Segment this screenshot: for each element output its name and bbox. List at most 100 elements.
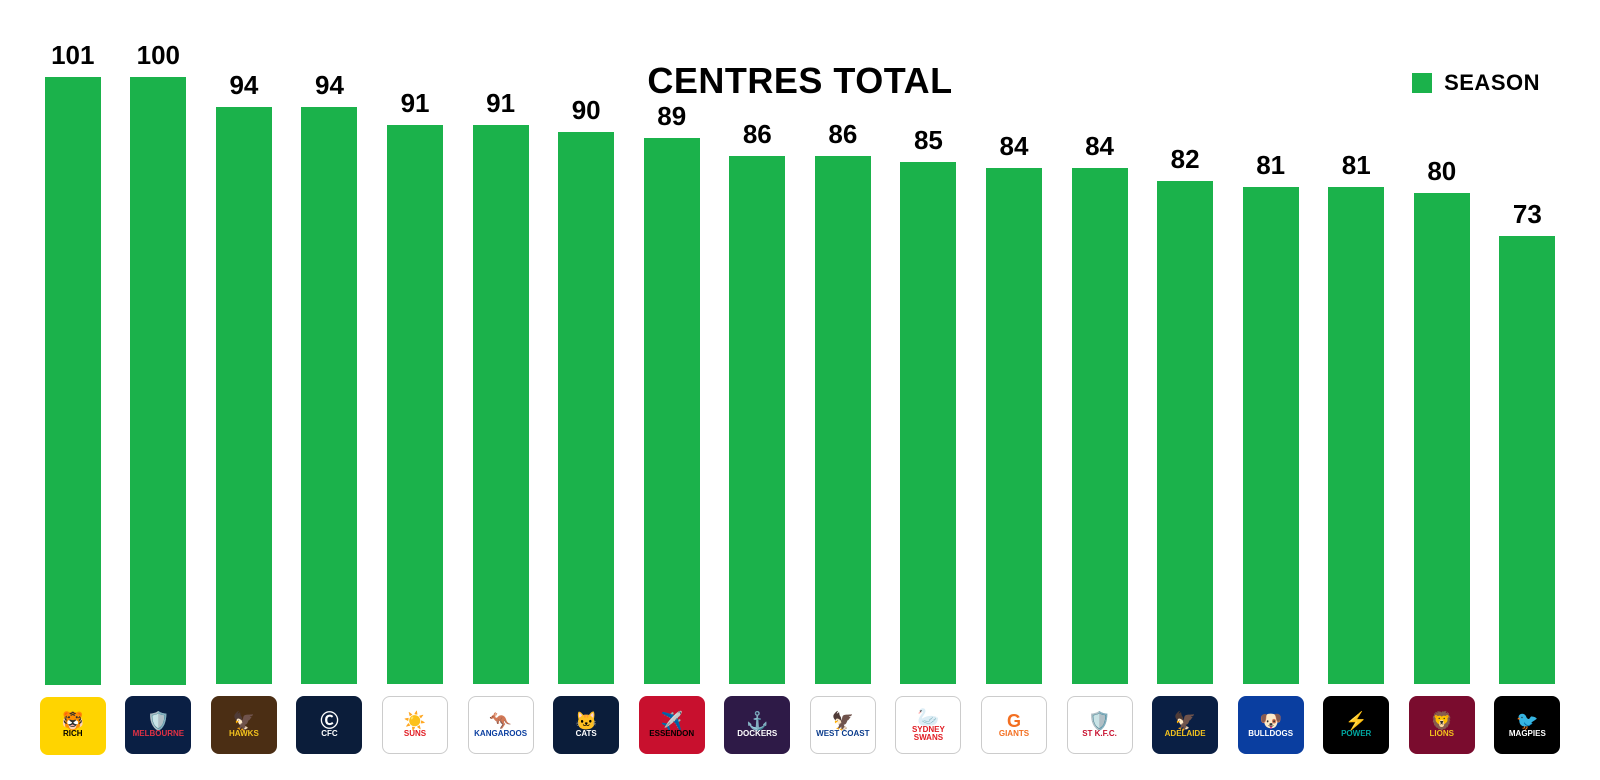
team-logo-glyph: ⚡	[1345, 712, 1367, 730]
category-logo-slot: ⒸCFC	[287, 690, 373, 760]
bar-value-label: 84	[1085, 131, 1114, 162]
category-logo-slot: 🦁LIONS	[1399, 690, 1485, 760]
team-logo-icon: 🛡️MELBOURNE	[125, 696, 191, 754]
team-logo-icon: GGIANTS	[981, 696, 1047, 754]
category-logo-slot: GGIANTS	[971, 690, 1057, 760]
category-logo-slot: ✈️ESSENDON	[629, 690, 715, 760]
bar-rect	[1328, 187, 1384, 684]
bar-rect	[986, 168, 1042, 684]
team-logo-glyph: 🦢	[917, 708, 939, 726]
category-logo-slot: 🛡️ST K.F.C.	[1057, 690, 1143, 760]
category-logo-slot: 🐱CATS	[543, 690, 629, 760]
team-logo-glyph: 🦅	[1174, 712, 1196, 730]
team-logo-glyph: 🦅	[832, 712, 854, 730]
bar-column: 80 🦁LIONS	[1399, 40, 1485, 760]
team-logo-icon: ⚡POWER	[1323, 696, 1389, 754]
team-logo-label: ESSENDON	[649, 730, 694, 738]
category-logo-slot: 🦢SYDNEY SWANS	[886, 690, 972, 760]
bar-column: 101 🐯RICH	[30, 40, 116, 760]
category-logo-slot: 🛡️MELBOURNE	[116, 691, 202, 760]
team-logo-glyph: 🦁	[1431, 712, 1453, 730]
team-logo-glyph: 🐦	[1516, 712, 1538, 730]
bar-value-label: 81	[1342, 150, 1371, 181]
bar-value-label: 89	[657, 101, 686, 132]
team-logo-icon: 🛡️ST K.F.C.	[1067, 696, 1133, 754]
team-logo-icon: 🦅ADELAIDE	[1152, 696, 1218, 754]
bar-column: 90 🐱CATS	[543, 40, 629, 760]
team-logo-label: CATS	[576, 730, 597, 738]
team-logo-label: ST K.F.C.	[1082, 730, 1117, 738]
chart-container: CENTRES TOTAL SEASON 101🐯RICH100🛡️MELBOU…	[0, 0, 1600, 780]
category-logo-slot: 🦘KANGAROOS	[458, 690, 544, 760]
team-logo-label: BULLDOGS	[1248, 730, 1293, 738]
team-logo-label: POWER	[1341, 730, 1371, 738]
bar-rect	[216, 107, 272, 684]
bar-value-label: 85	[914, 125, 943, 156]
team-logo-icon: ☀️SUNS	[382, 696, 448, 754]
team-logo-label: RICH	[63, 730, 83, 738]
bar-column: 73 🐦MAGPIES	[1485, 40, 1571, 760]
team-logo-glyph: 🦘	[489, 712, 511, 730]
bar-value-label: 84	[1000, 131, 1029, 162]
bar-value-label: 90	[572, 95, 601, 126]
bar-value-label: 86	[828, 119, 857, 150]
bar-column: 84 GGIANTS	[971, 40, 1057, 760]
team-logo-label: SYDNEY SWANS	[898, 726, 958, 743]
bar-value-label: 91	[486, 88, 515, 119]
bar-rect	[900, 162, 956, 684]
bar-value-label: 94	[229, 70, 258, 101]
team-logo-icon: 🦢SYDNEY SWANS	[895, 696, 961, 754]
team-logo-glyph: 🐱	[575, 712, 597, 730]
bar-column: 86 ⚓DOCKERS	[715, 40, 801, 760]
bar-column: 94 🦅HAWKS	[201, 40, 287, 760]
team-logo-label: SUNS	[404, 730, 426, 738]
bar-value-label: 101	[51, 40, 94, 71]
team-logo-glyph: 🛡️	[1088, 712, 1110, 730]
team-logo-glyph: ✈️	[661, 712, 683, 730]
team-logo-glyph: 🦅	[233, 712, 255, 730]
bar-value-label: 94	[315, 70, 344, 101]
bar-column: 81 ⚡POWER	[1313, 40, 1399, 760]
bar-column: 82 🦅ADELAIDE	[1142, 40, 1228, 760]
bar-value-label: 80	[1427, 156, 1456, 187]
bar-column: 91 🦘KANGAROOS	[458, 40, 544, 760]
bar-rect	[1072, 168, 1128, 684]
bar-rect	[1499, 236, 1555, 684]
category-logo-slot: 🦅WEST COAST	[800, 690, 886, 760]
bar-value-label: 100	[137, 40, 180, 71]
bar-column: 91☀️SUNS	[372, 40, 458, 760]
bar-value-label: 82	[1171, 144, 1200, 175]
team-logo-icon: 🐶BULLDOGS	[1238, 696, 1304, 754]
bar-rect	[130, 77, 186, 685]
bar-column: 85 🦢SYDNEY SWANS	[886, 40, 972, 760]
bar-rect	[473, 125, 529, 684]
team-logo-label: WEST COAST	[816, 730, 869, 738]
bar-rect	[1414, 193, 1470, 684]
plot-area: 101🐯RICH100🛡️MELBOURNE94🦅HAWKS94ⒸCFC91☀️…	[30, 40, 1570, 760]
bar-column: 94 ⒸCFC	[287, 40, 373, 760]
team-logo-icon: 🦁LIONS	[1409, 696, 1475, 754]
team-logo-label: CFC	[321, 730, 337, 738]
category-logo-slot: 🐦MAGPIES	[1485, 690, 1571, 760]
team-logo-icon: ⒸCFC	[296, 696, 362, 754]
team-logo-glyph: ⚓	[746, 712, 768, 730]
bar-rect	[1243, 187, 1299, 684]
team-logo-glyph: 🐶	[1259, 712, 1281, 730]
team-logo-label: MELBOURNE	[133, 730, 185, 738]
bar-value-label: 73	[1513, 199, 1542, 230]
team-logo-label: LIONS	[1430, 730, 1454, 738]
team-logo-icon: ⚓DOCKERS	[724, 696, 790, 754]
bar-value-label: 86	[743, 119, 772, 150]
team-logo-glyph: Ⓒ	[320, 712, 338, 730]
team-logo-icon: 🦅HAWKS	[211, 696, 277, 754]
team-logo-icon: 🐦MAGPIES	[1494, 696, 1560, 754]
bar-rect	[644, 138, 700, 684]
bar-rect	[729, 156, 785, 684]
category-logo-slot: ☀️SUNS	[372, 690, 458, 760]
team-logo-icon: 🦘KANGAROOS	[468, 696, 534, 754]
bar-rect	[815, 156, 871, 684]
category-logo-slot: 🦅ADELAIDE	[1142, 690, 1228, 760]
team-logo-icon: 🐯RICH	[40, 697, 106, 755]
team-logo-label: MAGPIES	[1509, 730, 1546, 738]
team-logo-label: KANGAROOS	[474, 730, 527, 738]
